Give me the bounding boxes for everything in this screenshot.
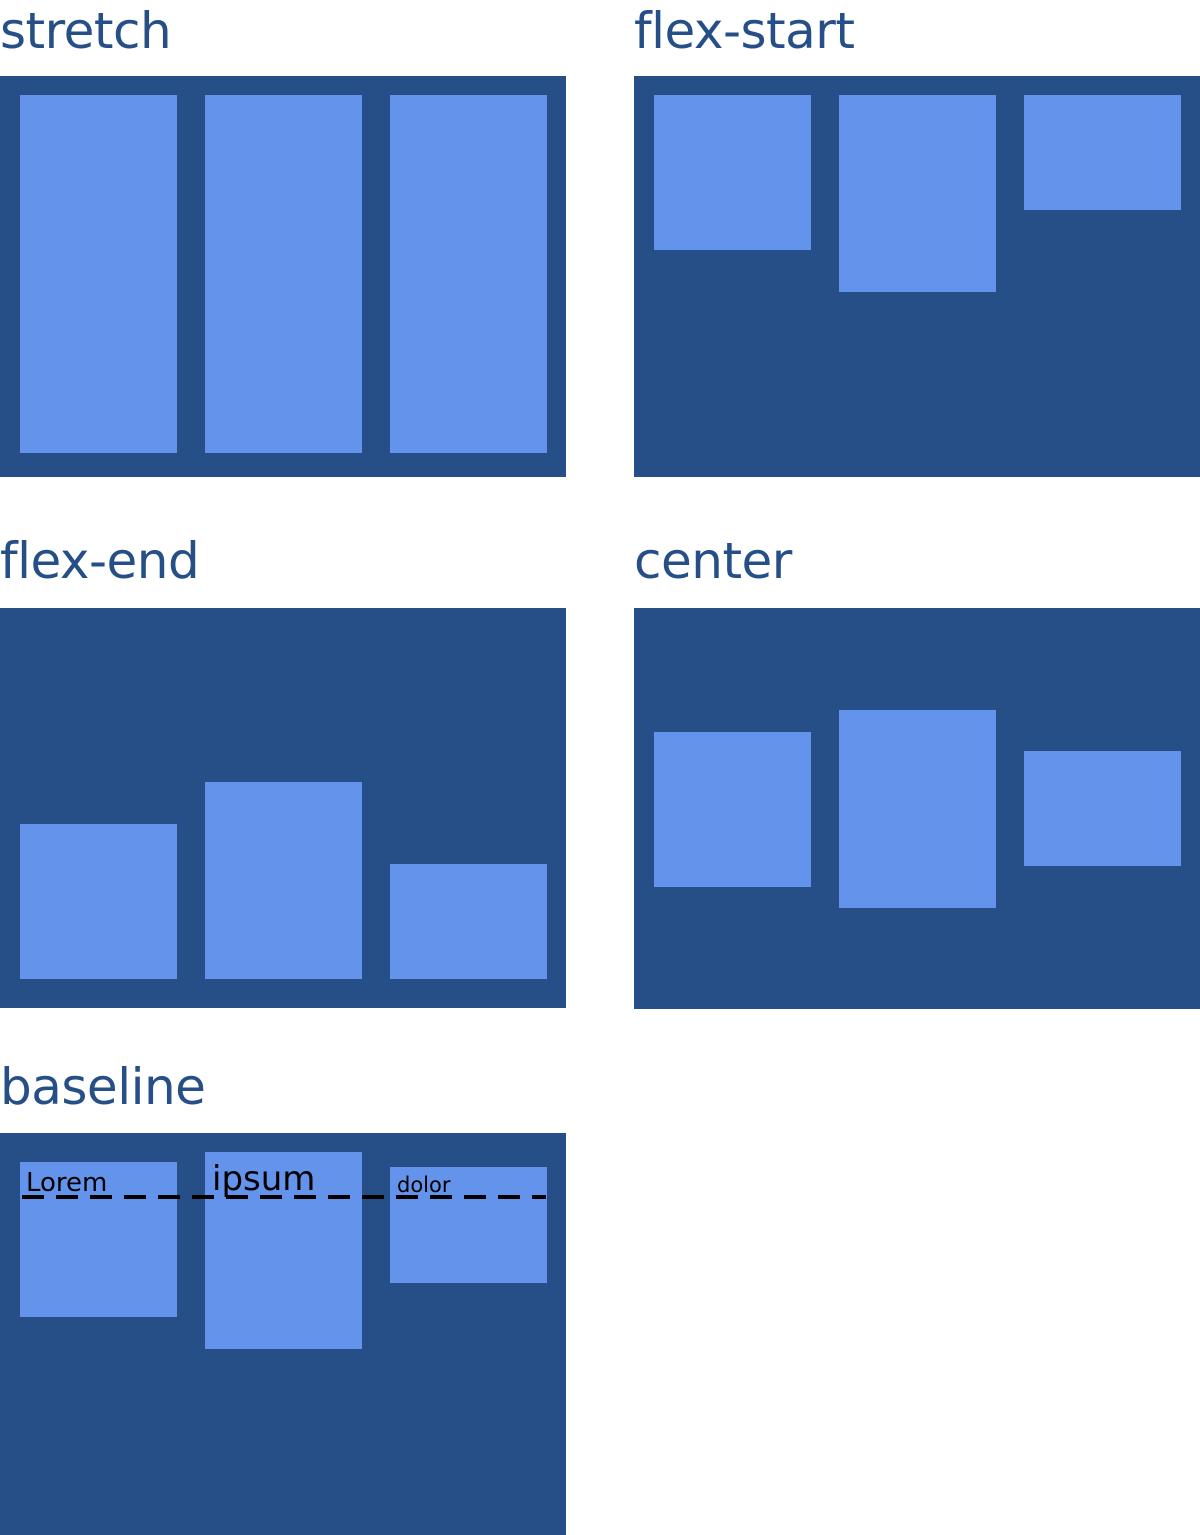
label-flex-end: flex-end — [0, 532, 200, 590]
flex-end-item-3 — [390, 864, 547, 979]
label-stretch: stretch — [0, 2, 172, 60]
stretch-item-2 — [205, 95, 362, 453]
center-item-2 — [839, 710, 996, 908]
flex-end-item-2 — [205, 782, 362, 979]
stretch-item-3 — [390, 95, 547, 453]
flex-start-item-2 — [839, 95, 996, 292]
baseline-item-3 — [390, 1167, 547, 1283]
panel-flex-end — [0, 608, 566, 1008]
baseline-word-ipsum: ipsum — [212, 1159, 316, 1199]
center-item-3 — [1024, 751, 1181, 866]
baseline-dashed-line — [22, 1195, 546, 1199]
flex-start-item-1 — [654, 95, 811, 250]
panel-baseline: Lorem ipsum dolor — [0, 1133, 566, 1535]
label-center: center — [634, 532, 792, 590]
panel-stretch — [0, 76, 566, 477]
panel-center — [634, 608, 1200, 1009]
label-flex-start: flex-start — [634, 2, 855, 60]
stretch-item-1 — [20, 95, 177, 453]
panel-flex-start — [634, 76, 1200, 477]
baseline-word-lorem: Lorem — [26, 1168, 108, 1198]
flex-start-item-3 — [1024, 95, 1181, 210]
baseline-item-1 — [20, 1162, 177, 1317]
baseline-item-2 — [205, 1152, 362, 1349]
center-item-1 — [654, 732, 811, 887]
flex-end-item-1 — [20, 824, 177, 979]
baseline-word-dolor: dolor — [397, 1173, 451, 1197]
label-baseline: baseline — [0, 1058, 206, 1116]
